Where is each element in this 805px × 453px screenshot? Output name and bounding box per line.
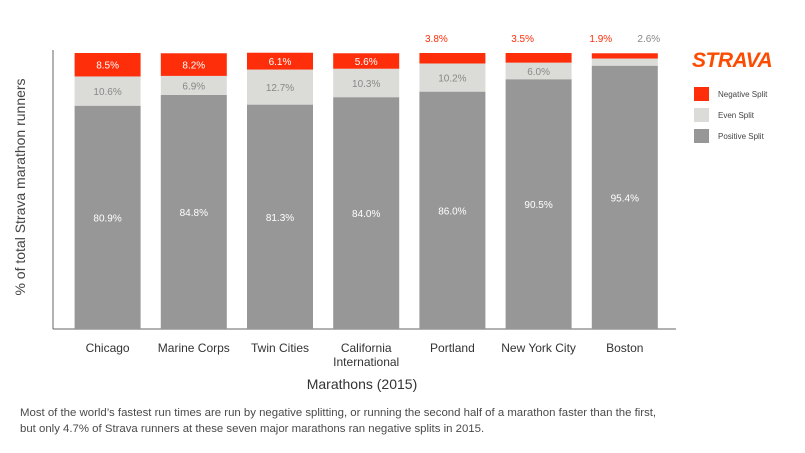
bar-segment-even-split xyxy=(247,69,313,105)
data-label-even: 10.3% xyxy=(352,79,380,90)
data-label-negative: 1.9% xyxy=(589,34,612,45)
data-label-positive: 80.9% xyxy=(93,213,121,224)
data-label-negative: 8.5% xyxy=(96,61,119,72)
x-tick-labels: Chicago Marine Corps Twin Cities California… xyxy=(86,341,644,369)
bar-segment-positive-split xyxy=(74,105,141,329)
bar-segment-even-split xyxy=(505,62,572,80)
data-label-even: 10.2% xyxy=(438,74,466,85)
bar-segment-positive-split xyxy=(333,97,400,329)
x-tick-label: California xyxy=(341,341,392,355)
legend-swatch-even-split xyxy=(694,108,709,122)
legend-label-negative-split: Negative Split xyxy=(718,90,768,99)
data-label-negative: 6.1% xyxy=(269,57,292,68)
data-label-even: 6.0% xyxy=(527,67,550,78)
data-label-even: 12.7% xyxy=(266,83,294,94)
x-tick-label: Portland xyxy=(430,341,475,355)
bar-segment-positive-split xyxy=(247,104,313,329)
bar-segment-even-split xyxy=(419,63,486,92)
bar-segment-negative-split xyxy=(505,53,572,63)
data-label-positive: 84.8% xyxy=(180,208,208,219)
legend: Negative Split Even Split Positive Split xyxy=(694,87,768,143)
bar-segment-even-split xyxy=(591,58,658,66)
bar-segment-negative-split xyxy=(74,53,141,77)
bar-segment-even-split xyxy=(160,75,227,95)
legend-label-positive-split: Positive Split xyxy=(718,132,765,141)
x-tick-label: International xyxy=(333,355,399,369)
caption-line-1: Most of the world’s fastest run times ar… xyxy=(20,407,657,419)
legend-label-even-split: Even Split xyxy=(718,111,755,120)
bar-segment-negative-split xyxy=(419,53,486,64)
bar-segment-positive-split xyxy=(591,65,658,330)
data-label-positive: 95.4% xyxy=(611,193,639,204)
legend-swatch-positive-split xyxy=(694,129,709,143)
bar-segment-positive-split xyxy=(419,91,486,329)
x-tick-label: Twin Cities xyxy=(251,341,309,355)
y-axis-label: % of total Strava marathon runners xyxy=(12,78,28,295)
data-label-negative: 3.5% xyxy=(511,34,534,45)
caption: Most of the world’s fastest run times ar… xyxy=(20,405,800,437)
bar-segment-positive-split xyxy=(505,79,572,329)
bar-segment-negative-split xyxy=(333,53,400,69)
strava-logo: STRAVA xyxy=(692,49,773,72)
chart-data-labels: 80.9% 10.6% 8.5% 84.8% 6.9% 8.2% 81.3% 12.7% 6.1… xyxy=(93,34,660,224)
bar-segment-negative-split xyxy=(160,53,227,76)
legend-swatch-negative-split xyxy=(694,87,709,101)
data-label-negative: 5.6% xyxy=(355,57,378,68)
x-tick-label: New York City xyxy=(501,341,576,355)
data-label-negative: 3.8% xyxy=(425,34,448,45)
data-label-positive: 81.3% xyxy=(266,213,294,224)
bar-segment-negative-split xyxy=(591,53,658,59)
bar-segment-even-split xyxy=(333,68,400,98)
x-tick-label: Boston xyxy=(606,341,643,355)
data-label-negative: 8.2% xyxy=(182,61,205,72)
bar-segment-negative-split xyxy=(247,52,313,70)
x-axis-label: Marathons (2015) xyxy=(307,376,418,392)
bar-segment-even-split xyxy=(74,76,141,106)
x-tick-label: Chicago xyxy=(86,341,130,355)
bar-segment-positive-split xyxy=(160,94,227,330)
data-label-positive: 86.0% xyxy=(438,206,466,217)
x-tick-label: Marine Corps xyxy=(158,341,230,355)
caption-line-2: but only 4.7% of Strava runners at these… xyxy=(20,423,485,435)
data-label-even: 2.6% xyxy=(637,34,660,45)
data-label-positive: 90.5% xyxy=(524,200,552,211)
chart-bars xyxy=(74,52,658,330)
data-label-positive: 84.0% xyxy=(352,209,380,220)
data-label-even: 10.6% xyxy=(93,87,121,98)
data-label-even: 6.9% xyxy=(182,81,205,92)
